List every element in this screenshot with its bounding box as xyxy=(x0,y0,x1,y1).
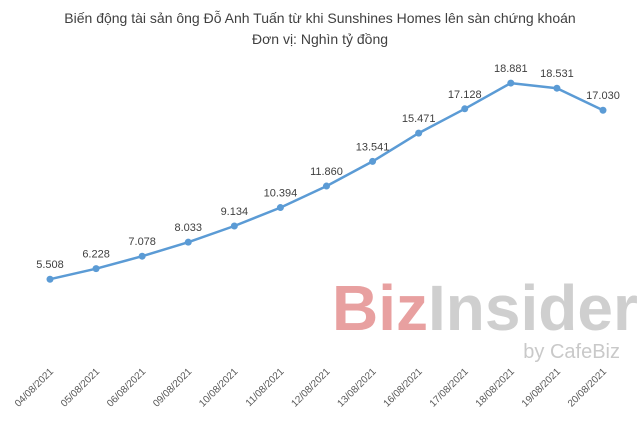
watermark-byline: by CafeBiz xyxy=(523,341,620,363)
watermark-brand-insider: Insider xyxy=(428,272,638,344)
data-point xyxy=(184,238,192,246)
watermark: BizInsider by CafeBiz xyxy=(332,272,638,363)
data-label: 18.881 xyxy=(494,63,528,75)
watermark-brand-biz: Biz xyxy=(332,272,428,344)
x-tick-label: 05/08/2021 xyxy=(59,366,102,409)
data-point xyxy=(46,275,54,283)
data-point xyxy=(138,252,146,260)
chart-title: Biến động tài sản ông Đỗ Anh Tuấn từ khi… xyxy=(64,10,575,26)
x-tick-label: 11/08/2021 xyxy=(244,366,287,409)
data-point xyxy=(553,84,561,92)
series-line xyxy=(49,81,604,281)
data-label: 5.508 xyxy=(36,259,64,271)
watermark-brand: BizInsider xyxy=(332,272,638,344)
data-label: 17.128 xyxy=(448,89,482,101)
x-tick-label: 19/08/2021 xyxy=(520,366,563,409)
data-label: 18.531 xyxy=(540,68,574,80)
data-point xyxy=(369,157,377,165)
x-tick-label: 13/08/2021 xyxy=(336,366,379,409)
x-tick-label: 18/08/2021 xyxy=(474,366,517,409)
data-point xyxy=(461,105,469,113)
x-tick-label: 17/08/2021 xyxy=(428,366,471,409)
data-label: 17.030 xyxy=(586,90,620,102)
data-point xyxy=(230,222,238,230)
data-point xyxy=(92,265,100,273)
x-tick-label: 04/08/2021 xyxy=(13,366,56,409)
x-tick-label: 20/08/2021 xyxy=(566,366,609,409)
data-point xyxy=(599,106,607,114)
x-tick-label: 09/08/2021 xyxy=(151,366,194,409)
data-label: 13.541 xyxy=(356,141,390,153)
x-tick-label: 12/08/2021 xyxy=(289,366,332,409)
data-label: 15.471 xyxy=(402,113,436,125)
data-label: 9.134 xyxy=(221,206,249,218)
data-label: 7.078 xyxy=(128,236,156,248)
data-label: 11.860 xyxy=(310,166,343,178)
data-label: 6.228 xyxy=(82,249,110,261)
data-label: 10.394 xyxy=(264,188,298,200)
x-tick-label: 10/08/2021 xyxy=(197,366,240,409)
data-point xyxy=(276,204,284,212)
chart-subtitle: Đơn vị: Nghìn tỷ đồng xyxy=(252,31,388,47)
data-point xyxy=(323,182,330,190)
data-point xyxy=(507,79,515,87)
data-label: 8.033 xyxy=(174,222,202,234)
x-tick-label: 06/08/2021 xyxy=(105,366,148,409)
x-tick-label: 16/08/2021 xyxy=(382,366,425,409)
data-point xyxy=(415,129,423,137)
